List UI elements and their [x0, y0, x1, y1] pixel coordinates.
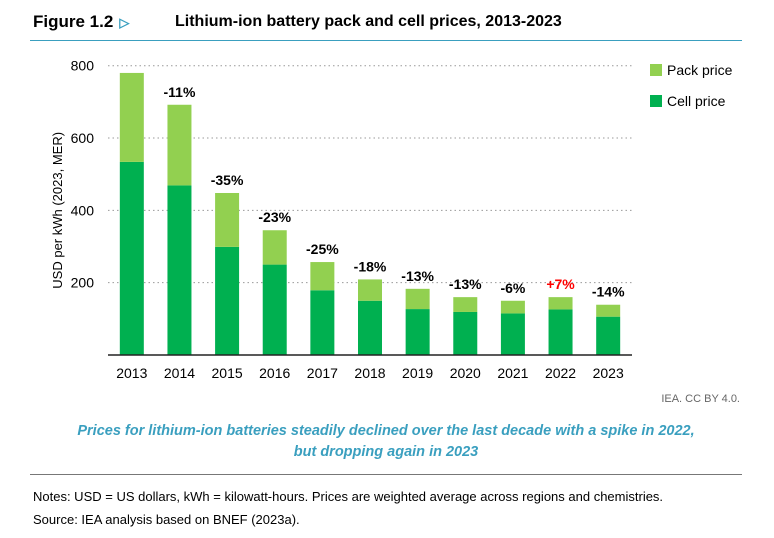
bar-cell-price	[453, 311, 478, 355]
bar-pack-price	[167, 104, 192, 186]
x-tick-label: 2023	[593, 365, 624, 381]
bar-cell-price	[119, 161, 144, 355]
bar-pack-price	[119, 72, 144, 162]
x-tick-label: 2018	[354, 365, 385, 381]
bar-cell-price	[548, 309, 573, 355]
bar-pack-price	[310, 262, 335, 291]
x-tick-label: 2015	[212, 365, 243, 381]
y-tick-label: 800	[71, 58, 95, 74]
triangle-icon: ▷	[119, 15, 130, 30]
y-tick-label: 200	[71, 275, 95, 291]
bar-cell-price	[262, 264, 287, 355]
bar-cell-price	[215, 246, 240, 355]
change-label: -18%	[354, 258, 387, 274]
legend-swatch	[650, 95, 662, 107]
bar-cell-price	[167, 185, 192, 355]
chart: 200 400 600 800 USD per kWh (2023, MER) 2013 2…	[50, 58, 733, 381]
caption: Prices for lithium-ion batteries steadil…	[30, 421, 742, 463]
change-label: -11%	[163, 84, 195, 100]
notes: Notes: USD = US dollars, kWh = kilowatt-…	[33, 485, 663, 531]
change-label: -6%	[500, 280, 525, 296]
bar-pack-price	[596, 304, 621, 317]
source-text: Source: IEA analysis based on BNEF (2023…	[33, 512, 300, 527]
figure-label: Figure 1.2 ▷	[33, 12, 130, 31]
credit: IEA. CC BY 4.0.	[661, 393, 740, 405]
change-label: -35%	[211, 172, 244, 188]
x-tick-label: 2020	[450, 365, 481, 381]
y-tick-label: 400	[71, 202, 95, 218]
x-tick-label: 2014	[164, 365, 195, 381]
x-tick-label: 2021	[497, 365, 528, 381]
x-tick-label: 2017	[307, 365, 338, 381]
x-tick-label: 2022	[545, 365, 576, 381]
legend-label: Pack price	[667, 62, 733, 78]
bar-pack-price	[500, 300, 525, 314]
legend-swatch	[650, 64, 662, 76]
change-label: -13%	[449, 276, 482, 292]
caption-line: Prices for lithium-ion batteries steadil…	[77, 423, 695, 439]
x-tick-label: 2016	[259, 365, 290, 381]
y-tick-label: 600	[71, 130, 95, 146]
y-axis-label: USD per kWh (2023, MER)	[50, 132, 65, 289]
bar-cell-price	[500, 313, 525, 355]
bar-cell-price	[358, 300, 382, 355]
bar-pack-price	[405, 288, 430, 310]
change-label: -23%	[258, 209, 291, 225]
divider	[30, 474, 742, 475]
chart-title: Lithium-ion battery pack and cell prices…	[175, 13, 562, 30]
notes-text: Notes: USD = US dollars, kWh = kilowatt-…	[33, 489, 664, 504]
change-label: -13%	[401, 268, 434, 284]
change-label: +7%	[546, 276, 575, 292]
bar-cell-price	[405, 309, 430, 355]
bar-pack-price	[262, 230, 287, 265]
divider	[30, 40, 742, 41]
change-label: -14%	[592, 284, 625, 300]
bar-pack-price	[215, 192, 240, 247]
bar-pack-price	[453, 297, 478, 312]
bar-pack-price	[358, 279, 382, 301]
legend-label: Cell price	[667, 93, 726, 109]
bar-cell-price	[310, 290, 335, 355]
x-tick-label: 2019	[402, 365, 433, 381]
bar-pack-price	[548, 297, 573, 310]
bar-cell-price	[596, 316, 621, 355]
change-label: -25%	[306, 241, 339, 257]
caption-line: but dropping again in 2023	[293, 444, 479, 460]
x-tick-label: 2013	[116, 365, 147, 381]
